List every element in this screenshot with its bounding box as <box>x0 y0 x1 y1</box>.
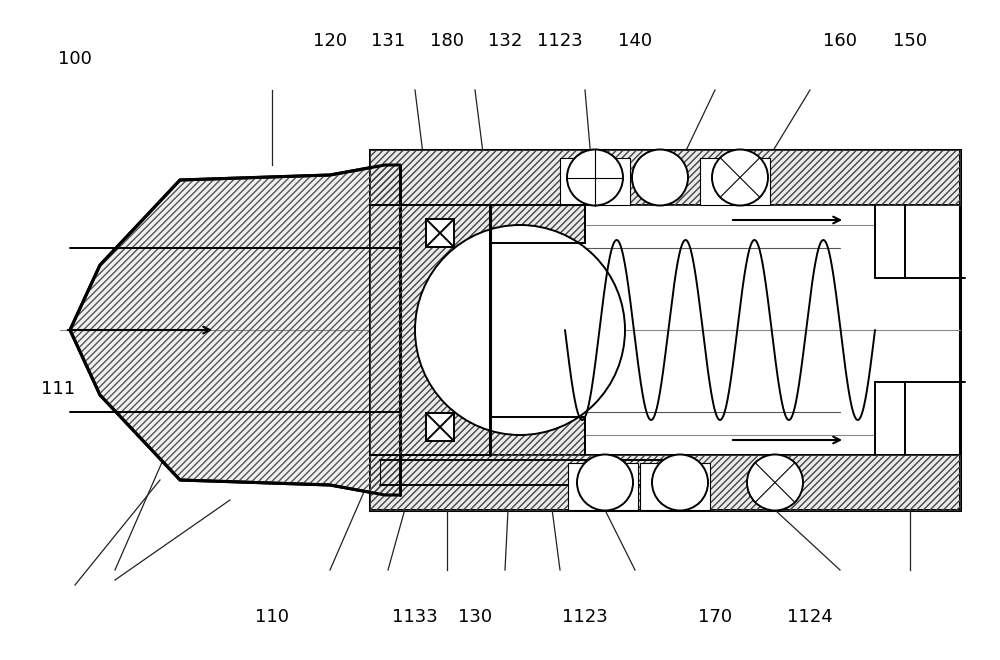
Bar <box>370 455 960 510</box>
Circle shape <box>415 225 625 435</box>
Circle shape <box>747 455 803 510</box>
Bar <box>568 463 638 510</box>
Text: 120: 120 <box>313 32 347 50</box>
Bar <box>370 205 490 455</box>
Text: 170: 170 <box>698 608 732 626</box>
Circle shape <box>652 455 708 510</box>
Bar <box>370 150 960 205</box>
Bar <box>490 205 585 243</box>
Text: 150: 150 <box>893 32 927 50</box>
Text: 1123: 1123 <box>537 32 583 50</box>
Bar <box>490 205 585 243</box>
Text: 180: 180 <box>430 32 464 50</box>
Bar <box>490 417 585 455</box>
Bar <box>560 158 630 205</box>
Text: 1123: 1123 <box>562 608 608 626</box>
Bar <box>370 455 960 510</box>
Bar <box>700 158 770 205</box>
Text: 110: 110 <box>255 608 289 626</box>
Circle shape <box>577 455 633 510</box>
Circle shape <box>567 150 623 205</box>
Bar <box>490 417 585 455</box>
Bar <box>426 219 454 247</box>
Bar <box>640 463 710 510</box>
Text: 131: 131 <box>371 32 405 50</box>
Circle shape <box>712 150 768 205</box>
Text: 111: 111 <box>41 380 75 399</box>
Bar <box>370 205 490 455</box>
Bar <box>370 150 960 205</box>
Bar <box>370 150 960 510</box>
Polygon shape <box>70 165 400 495</box>
Text: 130: 130 <box>458 608 492 626</box>
Text: 1124: 1124 <box>787 608 833 626</box>
Bar <box>426 413 454 441</box>
Text: 140: 140 <box>618 32 652 50</box>
Text: 160: 160 <box>823 32 857 50</box>
Text: 1133: 1133 <box>392 608 438 626</box>
Circle shape <box>632 150 688 205</box>
Text: 132: 132 <box>488 32 522 50</box>
Text: 100: 100 <box>58 50 92 69</box>
